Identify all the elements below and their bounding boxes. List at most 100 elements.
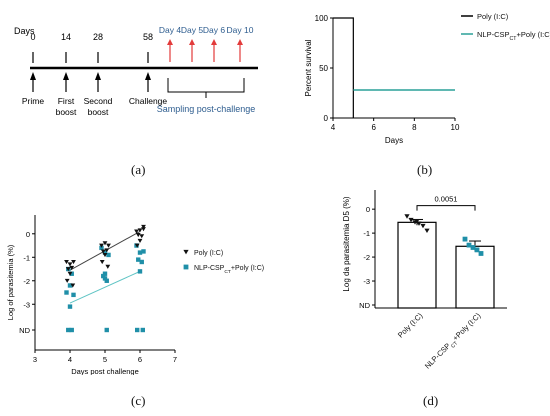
data-point-poly <box>141 224 146 229</box>
data-point-nlp <box>104 327 109 333</box>
significance-bracket <box>416 205 476 211</box>
event-prime: Prime <box>22 96 44 106</box>
y-tick-label: 0 <box>26 230 30 239</box>
sampling-day-label: Day 4 <box>159 25 181 35</box>
legend-marker-nlp <box>183 264 189 270</box>
panel-c: 0 -1 -2 -3 ND 3 4 5 6 7 Days post challenge Log of … <box>0 190 275 416</box>
y-tick-label: 0 <box>366 205 370 214</box>
data-point-poly <box>104 248 110 253</box>
caption-c: (c) <box>131 393 146 408</box>
data-point-nlp <box>141 249 146 254</box>
event-challenge: Challenge <box>129 96 168 106</box>
data-point-nlp <box>102 250 108 255</box>
data-point-poly <box>64 260 69 265</box>
data-point-nlp <box>102 271 108 276</box>
data-point-nlp <box>139 259 144 265</box>
y-tick-label: 50 <box>319 64 328 73</box>
data-point-nlp <box>104 278 109 283</box>
data-point-poly <box>102 241 108 246</box>
event-arrow-head <box>145 72 151 80</box>
data-point-poly <box>102 253 108 258</box>
sampling-day-label: Day 6 <box>203 25 225 35</box>
x-axis-label: Days post challenge <box>71 367 139 375</box>
data-point-poly <box>134 243 140 248</box>
sampling-bracket <box>167 78 245 93</box>
y-tick-label: -2 <box>363 253 370 262</box>
significance-label: 0.0051 <box>435 195 458 204</box>
sampling-arrow-head <box>189 39 195 45</box>
data-point-nlp <box>101 273 106 279</box>
event-first-boost-2: boost <box>56 107 77 117</box>
x-axis-label: Days <box>385 136 403 145</box>
panel-a: Days 0 14 28 58 Prime First boost Second boost Ch… <box>0 0 275 185</box>
legend-marker-poly <box>183 249 189 255</box>
x-tick-label: 8 <box>412 123 417 132</box>
bar-0 <box>397 221 437 309</box>
x-tick-label: 4 <box>331 123 336 132</box>
y-tick-label: 0 <box>324 114 329 123</box>
caption-d: (d) <box>423 393 439 408</box>
data-point-poly <box>139 234 145 239</box>
data-point-poly <box>65 267 71 272</box>
survival-line-0 <box>333 17 354 118</box>
data-point-poly <box>71 260 76 265</box>
data-point-poly <box>67 262 73 267</box>
x-tick-label: 4 <box>68 355 72 364</box>
data-point-poly <box>106 243 111 248</box>
event-second-boost-2: boost <box>88 107 109 117</box>
panel-d: 0 -1 -2 -3 ND Log da parasitemia D5 (%) 0.0051… <box>275 160 550 416</box>
day-tick-label: 14 <box>61 32 71 42</box>
category-label-1: NLP-CSPCT+Poly (I:C) <box>423 311 485 373</box>
y-tick-label: 100 <box>315 14 329 23</box>
data-point-nlp <box>137 250 143 255</box>
day-tick-label: 0 <box>30 32 35 42</box>
y-axis-label: Log da parasitemia D5 (%) <box>342 196 351 291</box>
data-point-poly <box>99 260 105 265</box>
data-point-nlp <box>69 327 74 333</box>
x-tick-label: 6 <box>371 123 376 132</box>
x-tick-label: 10 <box>451 123 460 132</box>
data-point-poly <box>416 221 422 226</box>
data-point-poly <box>414 219 420 224</box>
data-point-poly <box>99 243 104 248</box>
event-second-boost-1: Second <box>84 96 113 106</box>
category-label-0: Poly (I:C) <box>396 311 425 340</box>
day-tick-label: 58 <box>143 32 153 42</box>
legend-label-poly: Poly (I:C) <box>194 250 223 257</box>
data-point-nlp <box>102 276 108 281</box>
data-point-poly <box>137 228 143 233</box>
data-point-poly <box>141 227 146 232</box>
data-point-poly <box>70 283 76 288</box>
data-point-nlp <box>99 245 104 251</box>
data-point-poly <box>408 217 414 223</box>
sampling-day-label: Day 10 <box>227 25 254 35</box>
event-arrow-head <box>95 72 101 80</box>
data-point-poly <box>105 264 111 269</box>
y-tick-label: -2 <box>23 277 30 286</box>
y-tick-label: -1 <box>363 229 370 238</box>
data-point-nlp <box>466 242 472 248</box>
data-point-nlp <box>137 269 143 274</box>
y-tick-label: -1 <box>23 253 30 262</box>
legend-label-poly: Poly (I:C) <box>477 12 509 21</box>
sampling-arrow-head <box>211 39 217 45</box>
y-tick-label: ND <box>19 326 30 335</box>
data-point-poly <box>404 214 410 219</box>
data-point-poly <box>137 238 143 243</box>
y-axis-label: Log of parasitemia (%) <box>6 244 15 320</box>
data-point-poly <box>420 223 426 229</box>
data-point-poly <box>135 233 141 238</box>
data-point-poly <box>69 265 75 271</box>
bar-1 <box>455 245 495 309</box>
event-arrow-head <box>30 72 36 80</box>
parasitemia-bar-chart: 0 -1 -2 -3 ND Log da parasitemia D5 (%) 0.0051… <box>342 190 507 373</box>
x-tick-label: 6 <box>138 355 142 364</box>
x-tick-label: 5 <box>103 355 107 364</box>
fit-line-nlp <box>69 270 141 304</box>
panel-b: 0 50 100 4 6 8 10 Days Percent survival Poly (I:C… <box>275 0 550 185</box>
data-point-poly <box>134 229 139 234</box>
data-point-nlp <box>140 327 145 333</box>
days-axis-label: Days <box>14 26 35 36</box>
x-tick-label: 7 <box>173 355 177 364</box>
